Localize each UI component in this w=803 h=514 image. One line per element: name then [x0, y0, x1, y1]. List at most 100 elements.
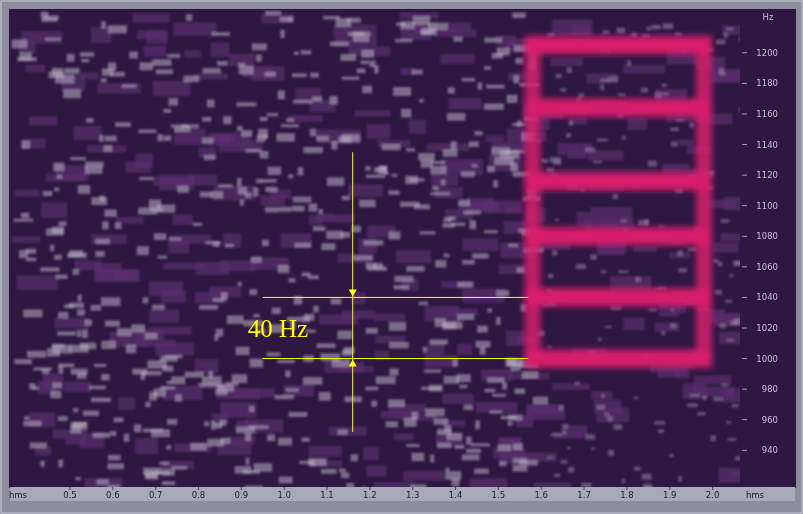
- noise-speck: [239, 66, 254, 75]
- noise-speck: [505, 358, 523, 366]
- noise-speck: [420, 231, 436, 234]
- noise-speck: [688, 248, 698, 252]
- noise-speck: [739, 108, 740, 112]
- noise-speck: [437, 429, 451, 435]
- noise-speck: [622, 479, 625, 484]
- noise-speck: [389, 368, 398, 375]
- noise-speck: [651, 25, 660, 30]
- signal-vertical: [696, 37, 712, 366]
- noise-patch: [149, 309, 179, 322]
- y-tick: [742, 328, 747, 329]
- noise-speck: [141, 372, 146, 380]
- noise-speck: [423, 347, 427, 353]
- noise-speck: [331, 141, 337, 150]
- noise-patch: [184, 50, 200, 57]
- noise-patch: [348, 184, 383, 196]
- noise-speck: [200, 192, 212, 198]
- frame: [1, 1, 802, 513]
- noise-speck: [485, 389, 496, 393]
- noise-speck: [193, 223, 202, 226]
- noise-speck: [462, 454, 480, 460]
- noise-patch: [211, 42, 229, 56]
- noise-speck: [58, 416, 68, 421]
- noise-speck: [211, 32, 229, 36]
- noise-speck: [351, 454, 358, 461]
- noise-speck: [124, 434, 129, 442]
- noise-speck: [508, 421, 513, 426]
- noise-speck: [317, 343, 336, 348]
- noise-patch: [136, 154, 153, 168]
- noise-speck: [487, 308, 492, 312]
- noise-patch: [552, 383, 590, 390]
- x-tick-label: 1.1: [320, 490, 334, 500]
- noise-speck: [53, 163, 64, 172]
- noise-speck: [487, 378, 504, 383]
- noise-speck: [654, 421, 665, 424]
- noise-patch: [596, 408, 629, 422]
- noise-speck: [101, 297, 120, 306]
- noise-speck: [129, 52, 137, 59]
- noise-speck: [690, 123, 694, 128]
- noise-speck: [724, 33, 728, 38]
- y-tick: [742, 266, 747, 267]
- noise-speck: [58, 312, 68, 318]
- noise-speck: [462, 260, 474, 265]
- noise-speck: [331, 298, 342, 304]
- noise-speck: [643, 486, 653, 487]
- noise-speck: [662, 331, 666, 335]
- noise-speck: [102, 341, 116, 349]
- noise-speck: [555, 219, 559, 222]
- noise-speck: [277, 360, 294, 363]
- noise-speck: [669, 454, 674, 457]
- noise-speck: [175, 394, 182, 401]
- noise-speck: [202, 138, 213, 144]
- noise-speck: [186, 14, 192, 21]
- noise-speck: [294, 52, 299, 55]
- noise-speck: [575, 382, 580, 385]
- noise-speck: [167, 54, 180, 58]
- noise-speck: [149, 199, 161, 208]
- noise-speck: [726, 28, 733, 31]
- noise-speck: [376, 376, 396, 384]
- noise-patch: [64, 382, 91, 392]
- noise-speck: [496, 290, 509, 296]
- noise-patch: [14, 190, 40, 197]
- noise-speck: [678, 476, 682, 482]
- noise-speck: [730, 274, 734, 277]
- noise-speck: [406, 148, 415, 151]
- noise-patch: [623, 65, 665, 73]
- noise-speck: [556, 74, 562, 78]
- noise-speck: [207, 100, 215, 108]
- y-tick: [742, 113, 747, 114]
- noise-speck: [54, 187, 59, 191]
- noise-speck: [567, 67, 572, 73]
- noise-speck: [342, 77, 360, 80]
- noise-speck: [298, 167, 303, 175]
- noise-speck: [727, 339, 735, 341]
- noise-speck: [285, 370, 290, 377]
- noise-speck: [634, 467, 641, 471]
- noise-patch: [295, 88, 321, 101]
- y-tick-label: 1080: [756, 231, 778, 241]
- noise-speck: [453, 359, 458, 366]
- noise-speck: [321, 469, 337, 474]
- noise-speck: [550, 157, 560, 162]
- noise-speck: [236, 347, 250, 355]
- noise-patch: [467, 198, 494, 213]
- noise-speck: [434, 418, 448, 425]
- noise-speck: [115, 223, 122, 229]
- noise-speck: [613, 424, 622, 430]
- noise-speck: [388, 190, 400, 194]
- noise-speck: [497, 445, 511, 451]
- noise-speck: [110, 72, 125, 77]
- noise-texture: [11, 11, 740, 487]
- noise-speck: [99, 135, 103, 142]
- noise-speck: [319, 209, 323, 214]
- noise-speck: [662, 84, 666, 87]
- noise-speck: [424, 369, 441, 372]
- noise-speck: [278, 265, 290, 273]
- noise-speck: [254, 463, 273, 472]
- noise-patch: [623, 318, 644, 331]
- noise-speck: [658, 429, 664, 433]
- signal-vertical: [525, 37, 541, 366]
